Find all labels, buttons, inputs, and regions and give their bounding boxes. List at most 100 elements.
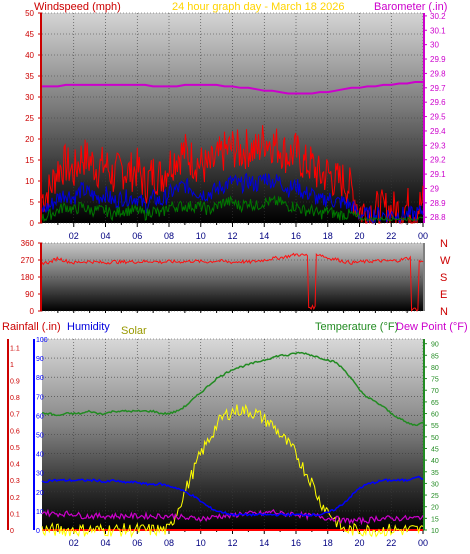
barometer-y-tick-label: 29.5 [430,113,446,122]
x-tick-label: 00 [418,231,428,241]
barometer-axis-title: Barometer (.in) [374,1,447,13]
rain-y-tick-label: 0.2 [10,495,20,502]
x-tick-label: 02 [69,231,79,241]
direction-y-tick-label: 360 [21,239,35,248]
series-barometer-line [42,81,423,95]
x-tick-label: 00 [418,538,428,548]
x-tick-label: 02 [69,538,79,548]
rain-y-tick-label: 0.3 [10,478,20,485]
wind-y-tick-label: 40 [25,51,34,60]
direction-y-tick-label: 0 [30,307,35,316]
temperature-y-tick-label: 65 [431,400,439,407]
temperature-y-tick-label: 50 [431,435,439,442]
direction-y-tick-label: 180 [21,273,35,282]
wind-y-tick-label: 5 [30,198,35,207]
rain-y-tick-label: 0 [10,528,14,535]
x-tick-label: 12 [227,231,237,241]
temperature-y-tick-label: 25 [431,493,439,500]
temperature-y-tick-label: 35 [431,470,439,477]
wind-axis-title: Windspeed (mph) [34,1,121,13]
chart-title: 24 hour graph day - March 18 2026 [172,1,344,13]
humidity-y-tick-label: 50 [36,433,44,440]
compass-label: W [440,255,451,267]
x-tick-label: 14 [259,231,269,241]
x-tick-label: 06 [132,538,142,548]
rain-y-tick-label: 1 [10,362,14,369]
compass-label: N [440,238,448,250]
wind-y-tick-label: 35 [25,72,34,81]
x-tick-label: 22 [386,231,396,241]
humidity-y-tick-label: 20 [36,490,44,497]
barometer-y-tick-label: 30.1 [430,26,446,35]
x-tick-label: 10 [196,538,206,548]
wind-y-tick-label: 30 [25,93,34,102]
x-tick-label: 14 [259,538,269,548]
x-tick-label: 16 [291,538,301,548]
rain-y-tick-label: 0.9 [10,379,20,386]
solar-axis-title: Solar [121,325,147,337]
temperature-y-tick-label: 15 [431,516,439,523]
barometer-y-tick-label: 30 [430,41,439,50]
temperature-y-tick-label: 10 [431,528,439,535]
x-tick-label: 22 [386,538,396,548]
plot-series [41,81,424,539]
wind-y-tick-label: 25 [25,114,34,123]
rain-y-tick-label: 0.5 [10,445,20,452]
rain-y-tick-label: 0.4 [10,462,20,469]
barometer-y-tick-label: 29.2 [430,156,446,165]
rainfall-axis-title: Rainfall (.in) [2,321,61,333]
barometer-y-tick-label: 29.9 [430,55,446,64]
wind-y-tick-label: 15 [25,156,34,165]
temperature-y-tick-label: 80 [431,365,439,372]
x-tick-label: 04 [100,231,110,241]
direction-y-tick-label: 90 [25,290,34,299]
wind-y-tick-label: 50 [25,9,34,18]
humidity-y-tick-label: 0 [36,528,40,535]
x-tick-label: 10 [196,231,206,241]
barometer-y-tick-label: 28.8 [430,213,446,222]
humidity-y-tick-label: 40 [36,452,44,459]
x-tick-label: 20 [354,538,364,548]
humidity-y-tick-label: 70 [36,394,44,401]
x-tick-label: 06 [132,231,142,241]
compass-label: E [440,289,447,301]
x-tick-label: 20 [354,231,364,241]
series-solar-line [41,403,424,539]
temperature-y-tick-label: 20 [431,505,439,512]
humidity-y-tick-label: 30 [36,471,44,478]
compass-label: N [440,306,448,318]
series-humidity-line [41,475,424,518]
rain-y-tick-label: 1.1 [10,345,20,352]
temperature-y-tick-label: 30 [431,481,439,488]
temperature-y-tick-label: 75 [431,377,439,384]
x-tick-label: 18 [323,231,333,241]
x-tick-label: 18 [323,538,333,548]
temperature-y-tick-label: 85 [431,353,439,360]
x-tick-label: 08 [164,231,174,241]
x-tick-label: 08 [164,538,174,548]
wind-y-tick-label: 0 [30,219,35,228]
dew-point-axis-title: Dew Point (°F) [396,321,468,333]
series-direction-line [41,252,424,313]
barometer-y-tick-label: 29.3 [430,141,446,150]
series-dew-point-line [41,508,424,526]
barometer-y-tick-label: 29.4 [430,127,446,136]
x-tick-label: 12 [227,538,237,548]
humidity-y-tick-label: 90 [36,356,44,363]
rain-y-tick-label: 0.6 [10,428,20,435]
barometer-y-tick-label: 28.9 [430,199,446,208]
humidity-y-tick-label: 100 [36,337,48,344]
temperature-axis-title: Temperature (°F) [315,321,398,333]
humidity-y-tick-label: 60 [36,413,44,420]
barometer-y-tick-label: 30.2 [430,12,446,21]
barometer-y-tick-label: 29.1 [430,170,446,179]
humidity-y-tick-label: 10 [36,509,44,516]
rain-y-tick-label: 0.1 [10,511,20,518]
temperature-y-tick-label: 45 [431,446,439,453]
temperature-y-tick-label: 60 [431,412,439,419]
wind-y-tick-label: 10 [25,177,34,186]
humidity-axis-title: Humidity [67,321,110,333]
series-temperature-line [41,351,424,427]
wind-y-tick-label: 45 [25,30,34,39]
